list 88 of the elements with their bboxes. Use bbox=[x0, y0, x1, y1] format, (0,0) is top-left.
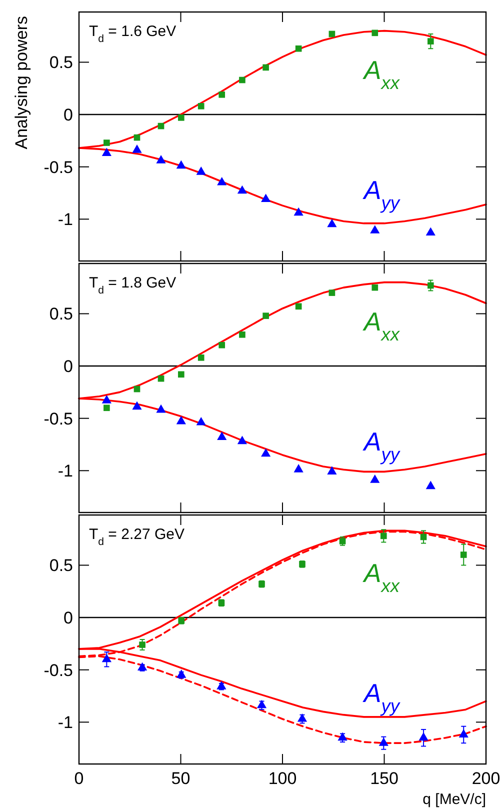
point bbox=[134, 386, 140, 392]
point bbox=[134, 134, 140, 141]
point bbox=[137, 662, 148, 671]
point bbox=[104, 140, 110, 146]
series-label: A$_{yy}$ bbox=[362, 426, 402, 464]
y-tick-label: -1 bbox=[58, 462, 73, 481]
point bbox=[372, 284, 378, 291]
point bbox=[372, 30, 378, 36]
annotation: T$_{d}$ = 1.8 GeV bbox=[89, 274, 176, 296]
point bbox=[176, 160, 186, 169]
y-tick-label: 0.5 bbox=[49, 53, 73, 72]
point bbox=[460, 552, 467, 558]
point bbox=[295, 303, 302, 310]
point bbox=[102, 395, 112, 404]
point bbox=[132, 401, 142, 410]
point bbox=[218, 91, 226, 98]
point bbox=[380, 532, 387, 540]
series-label: A$_{xx}$ bbox=[362, 558, 400, 596]
point bbox=[328, 290, 336, 296]
y-tick-label: 0.5 bbox=[49, 304, 73, 324]
point bbox=[158, 375, 164, 382]
point bbox=[327, 218, 337, 228]
point bbox=[178, 114, 184, 121]
point bbox=[216, 681, 226, 690]
point bbox=[294, 207, 304, 216]
x-tick-label: 200 bbox=[472, 769, 500, 788]
y-tick-label: 0 bbox=[64, 356, 73, 376]
point bbox=[426, 227, 436, 236]
point bbox=[176, 670, 186, 678]
point bbox=[261, 194, 271, 202]
point bbox=[427, 38, 434, 44]
point bbox=[297, 713, 308, 722]
point bbox=[217, 176, 227, 186]
point bbox=[102, 148, 112, 156]
point bbox=[104, 404, 110, 412]
y-tick-label: 0 bbox=[64, 105, 73, 124]
point bbox=[196, 166, 206, 175]
point bbox=[198, 354, 204, 361]
y-axis-title: Analysing powers bbox=[12, 16, 31, 150]
point bbox=[458, 729, 468, 738]
point bbox=[370, 225, 380, 234]
y-tick-label: -1 bbox=[58, 713, 73, 732]
point bbox=[420, 534, 427, 540]
annotation: T$_{d}$ = 1.6 GeV bbox=[89, 23, 176, 45]
point bbox=[156, 404, 166, 413]
point bbox=[139, 642, 146, 648]
point bbox=[256, 700, 267, 708]
point bbox=[196, 416, 206, 426]
y-tick-label: 0 bbox=[64, 608, 73, 628]
series-label: A$_{xx}$ bbox=[362, 55, 400, 94]
point bbox=[262, 312, 269, 319]
y-tick-label: 0.5 bbox=[49, 556, 73, 576]
point bbox=[295, 45, 302, 52]
annotation: T$_{d}$ = 2.27 GeV bbox=[89, 526, 184, 548]
point bbox=[218, 342, 226, 348]
point bbox=[327, 466, 337, 474]
y-tick-label: -0.5 bbox=[44, 660, 73, 680]
point bbox=[132, 144, 142, 153]
point bbox=[378, 738, 388, 746]
series-label: A$_{yy}$ bbox=[362, 174, 402, 213]
point bbox=[427, 282, 434, 289]
point bbox=[198, 103, 204, 110]
point bbox=[262, 64, 269, 71]
y-tick-label: -0.5 bbox=[44, 158, 73, 177]
point bbox=[176, 416, 186, 424]
series-label: A$_{yy}$ bbox=[362, 678, 402, 716]
point bbox=[261, 448, 271, 457]
y-tick-label: -0.5 bbox=[44, 409, 73, 428]
x-tick-label: 150 bbox=[370, 769, 398, 788]
point bbox=[217, 432, 227, 440]
point bbox=[237, 185, 248, 194]
point bbox=[239, 76, 246, 84]
x-axis-title: q [MeV/c] bbox=[422, 791, 486, 808]
point bbox=[237, 436, 248, 444]
y-tick-label: -1 bbox=[58, 210, 73, 230]
x-tick-label: 50 bbox=[171, 769, 190, 788]
point bbox=[294, 464, 304, 472]
point bbox=[156, 155, 166, 164]
point bbox=[338, 732, 348, 741]
point bbox=[426, 480, 436, 490]
point bbox=[239, 331, 246, 338]
point bbox=[178, 371, 184, 378]
point bbox=[328, 30, 336, 38]
point bbox=[158, 122, 164, 130]
point bbox=[418, 732, 428, 741]
series-label: A$_{xx}$ bbox=[362, 306, 400, 345]
x-tick-label: 100 bbox=[268, 769, 297, 788]
point bbox=[370, 474, 380, 483]
